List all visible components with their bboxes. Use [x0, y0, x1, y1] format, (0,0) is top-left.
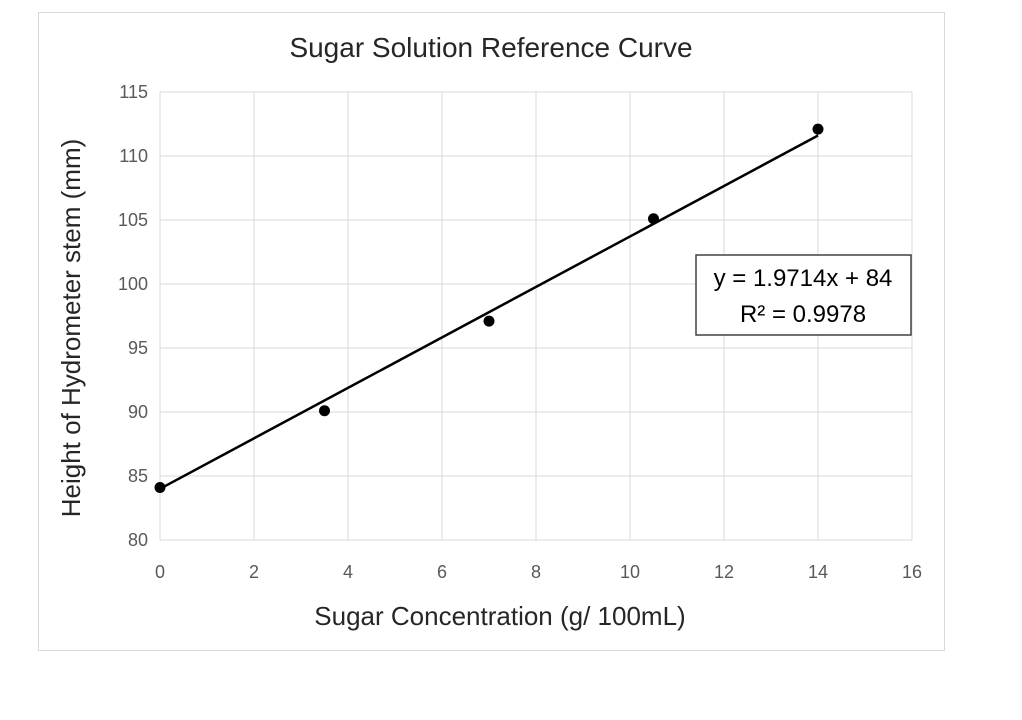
- trendline: [159, 134, 819, 490]
- x-axis-title: Sugar Concentration (g/ 100mL): [314, 601, 685, 631]
- x-tick-label: 4: [343, 562, 353, 582]
- y-tick-label: 110: [119, 146, 148, 166]
- x-tick-label: 2: [249, 562, 259, 582]
- y-tick-label: 95: [128, 338, 148, 358]
- equation-box: y = 1.9714x + 84 R² = 0.9978: [695, 254, 912, 336]
- x-tick-label: 10: [620, 562, 640, 582]
- data-point: [154, 482, 166, 494]
- data-points: [154, 123, 824, 494]
- y-tick-label: 105: [118, 210, 148, 230]
- y-tick-label: 100: [118, 274, 148, 294]
- y-tick-label: 80: [128, 530, 148, 550]
- y-axis-title: Height of Hydrometer stem (mm): [56, 139, 86, 518]
- equation-box-border: [695, 254, 912, 336]
- x-tick-label: 6: [437, 562, 447, 582]
- data-point: [812, 123, 824, 135]
- y-tick-labels: 80 85 90 95 100 105 110 115: [118, 82, 148, 550]
- trendline-equation: y = 1.9714x + 84: [714, 265, 893, 292]
- x-tick-label: 14: [808, 562, 828, 582]
- x-tick-label: 8: [531, 562, 541, 582]
- y-tick-label: 85: [128, 466, 148, 486]
- data-point: [483, 315, 495, 327]
- x-tick-label: 0: [155, 562, 165, 582]
- data-point: [319, 405, 330, 417]
- y-tick-label: 115: [119, 82, 148, 102]
- x-tick-labels: 0 2 4 6 8 10 12 14 16: [155, 562, 922, 582]
- y-tick-label: 90: [128, 402, 148, 422]
- chart-title: Sugar Solution Reference Curve: [289, 32, 692, 63]
- x-tick-label: 16: [902, 562, 922, 582]
- data-point: [648, 213, 659, 225]
- r-squared-label: R² = 0.9978: [740, 301, 866, 328]
- x-tick-label: 12: [714, 562, 734, 582]
